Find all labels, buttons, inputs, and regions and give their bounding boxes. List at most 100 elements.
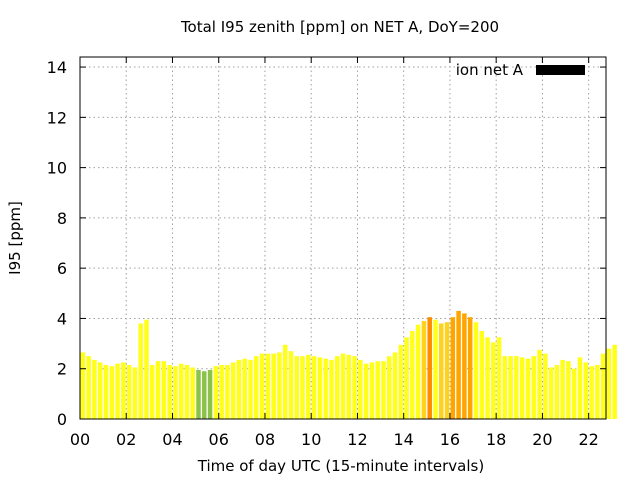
bar [121, 362, 126, 419]
legend-label: ion net A [456, 61, 524, 79]
y-tick-label: 8 [57, 209, 67, 228]
legend-swatch [536, 65, 585, 75]
x-tick-label: 06 [209, 430, 229, 449]
bar [97, 362, 103, 419]
bar [277, 352, 282, 419]
bar [352, 356, 357, 419]
bar [398, 344, 404, 419]
bar [161, 361, 167, 419]
chart-title: Total I95 zenith [ppm] on NET A, DoY=200 [180, 18, 499, 36]
bar [502, 356, 508, 419]
bar [433, 319, 438, 419]
y-tick-label: 6 [57, 259, 67, 278]
bar [167, 364, 172, 419]
x-tick-label: 04 [162, 430, 182, 449]
x-tick-label: 00 [70, 430, 90, 449]
bar [583, 362, 589, 419]
bar [248, 359, 253, 419]
y-axis-label: I95 [ppm] [6, 201, 24, 275]
bar [230, 362, 236, 419]
axis-ticks [79, 57, 606, 420]
bar [92, 359, 97, 419]
bar [496, 337, 502, 419]
bar [467, 317, 473, 419]
bar [155, 361, 161, 419]
bar [294, 356, 300, 419]
bar [612, 344, 617, 419]
y-tick-label: 12 [47, 108, 67, 127]
bar [595, 364, 600, 419]
x-tick-label: 22 [578, 430, 598, 449]
bar [375, 361, 380, 419]
bar [566, 361, 571, 419]
bar [254, 356, 259, 419]
bar [282, 344, 288, 419]
y-tick-labels: 0 2 4 6 8 10 12 14 [47, 58, 67, 429]
bar [363, 363, 369, 419]
bar [190, 367, 195, 419]
bar [606, 348, 612, 419]
bar [207, 369, 213, 419]
grid-lines [80, 57, 606, 419]
x-tick-label: 14 [394, 430, 414, 449]
bar [554, 364, 560, 419]
bars [80, 310, 617, 420]
bar [462, 313, 467, 419]
bar [410, 331, 415, 419]
bar [219, 364, 224, 419]
bar [444, 322, 450, 419]
bar [288, 351, 294, 420]
bar [450, 317, 456, 419]
bar [600, 353, 606, 419]
x-tick-label: 02 [116, 430, 136, 449]
bar [271, 353, 276, 419]
x-tick-label: 10 [301, 430, 321, 449]
y-tick-label: 14 [47, 58, 67, 77]
plot-frame [79, 56, 607, 420]
bar [560, 359, 565, 419]
x-tick-label: 18 [486, 430, 506, 449]
x-tick-label: 16 [440, 430, 460, 449]
bar [369, 362, 375, 419]
bar [473, 322, 479, 419]
bar [213, 366, 219, 419]
bar [300, 356, 305, 419]
bar [80, 352, 86, 419]
bar [150, 364, 155, 419]
bar [537, 349, 542, 419]
bar [196, 369, 201, 419]
bar [115, 363, 120, 419]
bar [421, 320, 427, 419]
y-tick-label: 10 [47, 159, 67, 178]
bar [225, 364, 230, 419]
bar [306, 354, 311, 419]
y-tick-label: 2 [57, 360, 67, 379]
bar [415, 324, 421, 419]
bar [184, 364, 190, 419]
bar [242, 358, 247, 419]
bar [491, 342, 496, 419]
x-tick-label: 20 [532, 430, 552, 449]
bar [132, 367, 138, 419]
bar [358, 359, 363, 419]
bar [456, 310, 461, 419]
bar [577, 357, 583, 419]
bar [346, 354, 352, 419]
bar [519, 357, 525, 419]
bar [392, 352, 398, 419]
x-tick-label: 12 [347, 430, 367, 449]
legend: ion net A [456, 61, 585, 79]
bar [109, 366, 115, 419]
bar [514, 356, 519, 419]
bar [508, 356, 513, 419]
bar [126, 364, 132, 419]
bar [86, 356, 91, 419]
y-tick-label: 4 [57, 309, 67, 328]
bar [236, 359, 242, 419]
bar [479, 331, 484, 419]
bar [311, 356, 317, 419]
bar [427, 317, 432, 419]
bar [525, 358, 531, 419]
bar [589, 366, 594, 419]
